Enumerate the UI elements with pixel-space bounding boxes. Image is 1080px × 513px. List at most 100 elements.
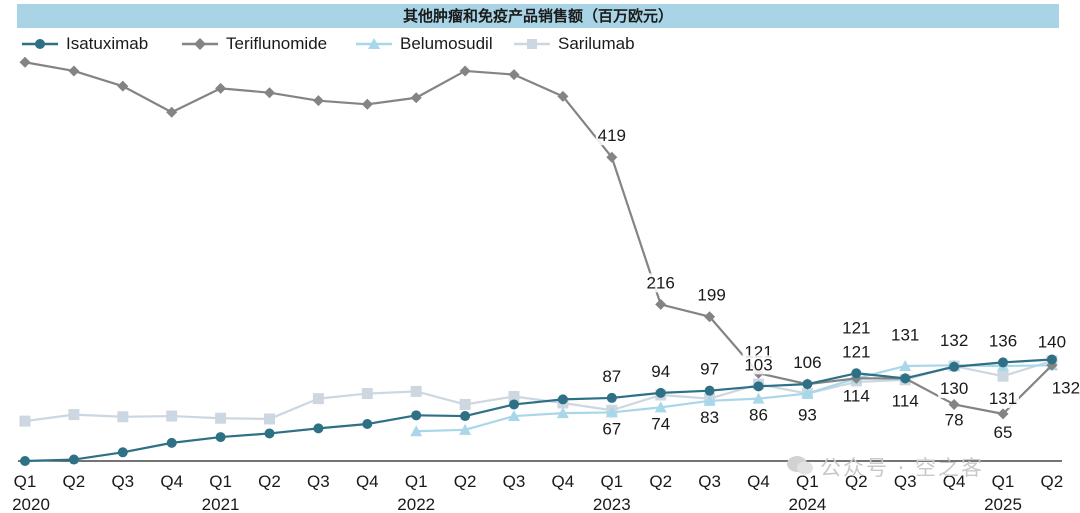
data-point-isatuximab bbox=[20, 456, 30, 466]
data-label-isatuximab: 132 bbox=[940, 331, 968, 350]
x-year-label: 2023 bbox=[593, 495, 631, 513]
data-label-bg bbox=[791, 405, 824, 425]
data-point-sarilumab bbox=[117, 411, 129, 423]
data-point-sarilumab bbox=[410, 385, 422, 397]
legend-teriflunomide-icon bbox=[182, 38, 218, 50]
data-point-isatuximab bbox=[215, 432, 226, 443]
data-label-isatuximab: 131 bbox=[891, 325, 919, 344]
x-tick-label: Q1 bbox=[14, 472, 37, 491]
x-tick-label: Q1 bbox=[405, 472, 428, 491]
series-line-isatuximab bbox=[24, 358, 1052, 463]
series-line-teriflunomide bbox=[24, 61, 1053, 415]
x-tick-label: Q3 bbox=[503, 472, 526, 491]
x-year-label: 2020 bbox=[12, 495, 50, 513]
x-year-label: 2021 bbox=[202, 495, 240, 513]
data-label-teriflunomide: 114 bbox=[892, 391, 919, 410]
data-point-teriflunomide bbox=[312, 95, 324, 107]
data-point-teriflunomide bbox=[166, 106, 178, 118]
data-label-bg bbox=[938, 379, 971, 399]
data-label-belumosudil: 114 bbox=[843, 386, 870, 405]
data-label-teriflunomide: 419 bbox=[598, 126, 626, 145]
x-tick-label: Q2 bbox=[845, 472, 868, 491]
data-point-teriflunomide bbox=[459, 65, 471, 77]
data-point-isatuximab bbox=[949, 361, 960, 372]
data-point-sarilumab bbox=[997, 370, 1009, 382]
data-label-teriflunomide: 132 bbox=[1052, 378, 1080, 397]
x-tick-label: Q3 bbox=[894, 472, 917, 491]
data-point-isatuximab bbox=[460, 411, 471, 422]
data-label-bg bbox=[644, 361, 677, 381]
data-label-sarilumab: 130 bbox=[940, 379, 968, 398]
data-label-bg bbox=[644, 414, 677, 434]
legend-label-teriflunomide: Teriflunomide bbox=[226, 34, 328, 53]
x-tick-label: Q2 bbox=[454, 472, 477, 491]
data-point-teriflunomide bbox=[948, 398, 960, 410]
data-point-isatuximab bbox=[655, 387, 666, 398]
x-tick-label: Q3 bbox=[307, 472, 330, 491]
data-point-isatuximab bbox=[166, 437, 177, 448]
data-point-teriflunomide bbox=[557, 90, 569, 102]
data-label-belumosudil: 74 bbox=[651, 414, 670, 433]
x-tick-label: Q1 bbox=[992, 472, 1015, 491]
x-year-label: 2024 bbox=[788, 495, 826, 513]
x-tick-label: Q2 bbox=[649, 472, 672, 491]
data-point-teriflunomide bbox=[68, 65, 80, 77]
data-label-bg bbox=[693, 359, 726, 379]
data-point-isatuximab bbox=[557, 394, 568, 405]
data-label-bg bbox=[693, 407, 726, 427]
data-label-belumosudil: 86 bbox=[749, 406, 768, 425]
data-point-belumosudil bbox=[410, 425, 423, 437]
data-point-isatuximab bbox=[68, 454, 79, 465]
x-tick-label: Q2 bbox=[63, 472, 86, 491]
data-label-bg bbox=[840, 318, 873, 338]
legend-item-teriflunomide: Teriflunomide bbox=[180, 32, 327, 56]
data-label-bg bbox=[644, 273, 677, 293]
data-label-bg bbox=[840, 386, 873, 406]
data-point-belumosudil bbox=[752, 392, 765, 404]
legend-label-belumosudil: Belumosudil bbox=[400, 34, 493, 53]
data-point-sarilumab bbox=[68, 409, 80, 421]
data-point-sarilumab bbox=[215, 412, 227, 424]
data-point-belumosudil bbox=[654, 401, 667, 413]
data-point-teriflunomide bbox=[410, 92, 422, 104]
series-line-sarilumab bbox=[24, 359, 1053, 423]
data-point-isatuximab bbox=[117, 447, 128, 458]
wechat-icon bbox=[787, 456, 813, 475]
data-point-sarilumab bbox=[361, 388, 373, 400]
data-label-bg bbox=[889, 391, 922, 411]
data-point-sarilumab bbox=[312, 393, 324, 405]
legend-item-isatuximab: Isatuximab bbox=[20, 32, 148, 56]
data-label-bg bbox=[1049, 378, 1080, 398]
data-point-teriflunomide bbox=[606, 151, 618, 163]
data-label-bg bbox=[938, 330, 971, 350]
data-point-teriflunomide bbox=[361, 98, 373, 110]
watermark-text: 公众号 · 空之客 bbox=[820, 456, 985, 480]
legend-sarilumab-icon bbox=[514, 39, 550, 49]
series-line-belumosudil bbox=[416, 364, 1052, 433]
data-label-bg bbox=[987, 389, 1019, 409]
data-label-isatuximab: 136 bbox=[989, 331, 1017, 350]
data-point-teriflunomide bbox=[508, 69, 520, 81]
data-label-sarilumab: 131 bbox=[989, 389, 1017, 408]
data-point-isatuximab bbox=[753, 381, 764, 392]
x-tick-label: Q4 bbox=[356, 472, 379, 491]
data-point-teriflunomide bbox=[655, 298, 667, 310]
legend-belumosudil-icon bbox=[356, 38, 392, 49]
data-point-sarilumab bbox=[166, 410, 178, 422]
data-point-belumosudil bbox=[459, 423, 472, 435]
data-label-bg bbox=[791, 353, 824, 373]
data-label-isatuximab: 87 bbox=[602, 367, 621, 386]
legend-isatuximab-icon bbox=[22, 39, 58, 49]
x-tick-label: Q3 bbox=[698, 472, 721, 491]
data-point-sarilumab bbox=[19, 415, 31, 427]
data-label-bg bbox=[595, 126, 628, 146]
data-label-bg bbox=[840, 342, 873, 362]
legend-label-sarilumab: Sarilumab bbox=[558, 34, 635, 53]
data-point-sarilumab bbox=[508, 390, 520, 402]
x-tick-label: Q4 bbox=[160, 472, 183, 491]
data-point-isatuximab bbox=[1046, 354, 1057, 365]
data-label-bg bbox=[987, 422, 1019, 442]
x-tick-label: Q2 bbox=[1041, 472, 1064, 491]
x-tick-label: Q1 bbox=[600, 472, 623, 491]
x-tick-label: Q1 bbox=[796, 472, 819, 491]
